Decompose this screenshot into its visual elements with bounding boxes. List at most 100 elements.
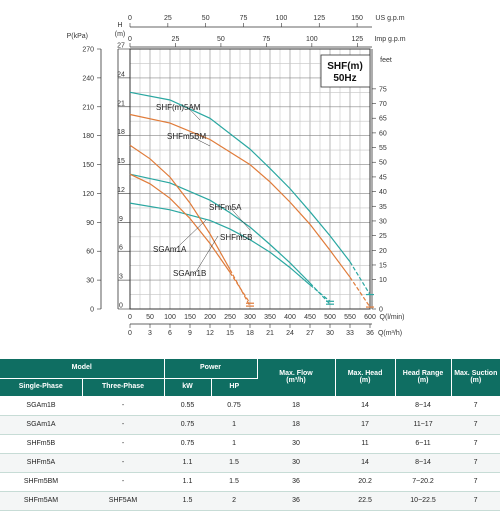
series-label: SGAm1B — [173, 269, 206, 278]
cell-max-suction: 7 — [451, 415, 500, 435]
series-line-solid — [129, 113, 351, 278]
cell-max-suction: 7 — [451, 491, 500, 511]
us-gpm-tick-label: 150 — [351, 15, 363, 22]
cell-kw: 0.75 — [164, 415, 212, 435]
h-tick-label: 18 — [117, 129, 125, 136]
series-line-solid — [129, 173, 231, 273]
header-head-range-line1: Head Range — [402, 369, 444, 377]
cell-hp: 0.75 — [211, 396, 258, 416]
cell-three-phase: - — [82, 396, 165, 416]
cell-max-flow: 30 — [257, 434, 336, 454]
plot-frame — [129, 48, 371, 310]
p-tick-label: 270 — [82, 47, 94, 54]
header-three-phase: Three-Phase — [82, 378, 165, 397]
series-label: SHFm5BM — [167, 132, 206, 141]
q-lmin-tick-label: 200 — [204, 314, 216, 321]
cell-max-head: 20.2 — [335, 472, 396, 492]
series-line-solid — [129, 91, 351, 263]
header-max-suction: Max. Suction (m) — [451, 359, 500, 397]
chart-title-line2: 50Hz — [333, 73, 356, 84]
header-max-suction-line1: Max. Suction — [454, 369, 498, 377]
imp-gpm-tick-label: 25 — [172, 36, 180, 43]
series-line-solid — [129, 144, 231, 270]
cell-max-head: 17 — [335, 415, 396, 435]
p-tick-label: 60 — [86, 249, 94, 256]
cell-head-range: 11~17 — [395, 415, 452, 435]
imp-gpm-tick-label: 50 — [217, 36, 225, 43]
cell-kw: 0.55 — [164, 396, 212, 416]
p-tick-label: 30 — [86, 278, 94, 285]
series-label: SHFm5A — [209, 203, 242, 212]
q-lmin-tick-label: 600 — [364, 314, 376, 321]
series-leader-line — [188, 107, 201, 121]
table-row: SGAm1B - 0.55 0.75 18 14 8~14 7 — [0, 396, 500, 416]
cell-three-phase: - — [82, 434, 165, 454]
cell-max-flow: 18 — [257, 396, 336, 416]
q-lmin-tick-label: 550 — [344, 314, 356, 321]
feet-tick-label: 75 — [379, 86, 387, 93]
series-label: SHFm5B — [220, 233, 252, 242]
cell-single-phase: SHFm5BM — [0, 472, 82, 492]
cell-three-phase: - — [82, 472, 165, 492]
header-max-head-line1: Max. Head — [347, 369, 383, 377]
cell-three-phase: - — [82, 453, 165, 473]
cell-head-range: 8~14 — [395, 453, 452, 473]
cell-max-flow: 18 — [257, 415, 336, 435]
us-gpm-tick-label: 0 — [128, 15, 132, 22]
p-tick-label: 90 — [86, 220, 94, 227]
series-line-dashed — [309, 284, 331, 302]
feet-tick-label: 20 — [379, 248, 387, 255]
p-tick-label: 210 — [82, 104, 94, 111]
cell-hp: 1.5 — [211, 472, 258, 492]
series-leader-line — [174, 219, 207, 251]
feet-tick-label: 40 — [379, 189, 387, 196]
imp-gpm-axis-label: Imp g.p.m — [374, 36, 405, 43]
imp-gpm-tick-label: 0 — [128, 36, 132, 43]
cell-hp: 1 — [211, 434, 258, 454]
table-row: SHFm5AM SHF5AM 1.5 2 36 22.5 10~22.5 7 — [0, 491, 500, 511]
header-max-head-line2: (m) — [359, 377, 371, 385]
cell-hp: 1.5 — [211, 453, 258, 473]
us-gpm-tick-label: 75 — [240, 15, 248, 22]
us-gpm-tick-label: 100 — [276, 15, 288, 22]
p-tick-label: 240 — [82, 75, 94, 82]
cell-max-flow: 36 — [257, 491, 336, 511]
feet-tick-label: 30 — [379, 218, 387, 225]
header-power: Power — [164, 359, 258, 379]
q-lmin-axis-label: Q(l/min) — [380, 314, 405, 321]
feet-tick-label: 55 — [379, 145, 387, 152]
header-max-head: Max. Head (m) — [335, 359, 396, 397]
header-head-range: Head Range (m) — [395, 359, 452, 397]
q-m3h-tick-label: 21 — [266, 330, 274, 337]
q-m3h-tick-label: 3 — [148, 330, 152, 337]
cell-max-flow: 30 — [257, 453, 336, 473]
feet-tick-label: 15 — [379, 262, 387, 269]
h-tick-label: 21 — [117, 100, 125, 107]
cell-single-phase: SHFm5AM — [0, 491, 82, 511]
cell-max-flow: 36 — [257, 472, 336, 492]
h-tick-label: 3 — [119, 274, 123, 281]
cell-single-phase: SGAm1B — [0, 396, 82, 416]
h-tick-label: 0 — [119, 303, 123, 310]
cell-max-suction: 7 — [451, 396, 500, 416]
series-label: SGAm1A — [153, 245, 187, 254]
header-max-flow: Max. Flow (m³/h) — [257, 359, 336, 397]
imp-gpm-tick-label: 125 — [351, 36, 363, 43]
series-leader-line — [192, 136, 211, 147]
cell-kw: 1.1 — [164, 453, 212, 473]
series-line-dashed — [229, 272, 251, 304]
cell-three-phase: SHF5AM — [82, 491, 165, 511]
table-row: SGAm1A - 0.75 1 18 17 11~17 7 — [0, 415, 500, 435]
cell-kw: 1.5 — [164, 491, 212, 511]
series-label: SHF(m)5AM — [156, 103, 201, 112]
h-tick-label: 24 — [117, 71, 125, 78]
q-lmin-tick-label: 450 — [304, 314, 316, 321]
q-m3h-tick-label: 0 — [128, 330, 132, 337]
cell-three-phase: - — [82, 415, 165, 435]
p-tick-label: 180 — [82, 133, 94, 140]
q-lmin-tick-label: 50 — [146, 314, 154, 321]
feet-tick-label: 10 — [379, 277, 387, 284]
cell-kw: 1.1 — [164, 472, 212, 492]
feet-tick-label: 60 — [379, 130, 387, 137]
header-max-flow-line1: Max. Flow — [279, 369, 313, 377]
